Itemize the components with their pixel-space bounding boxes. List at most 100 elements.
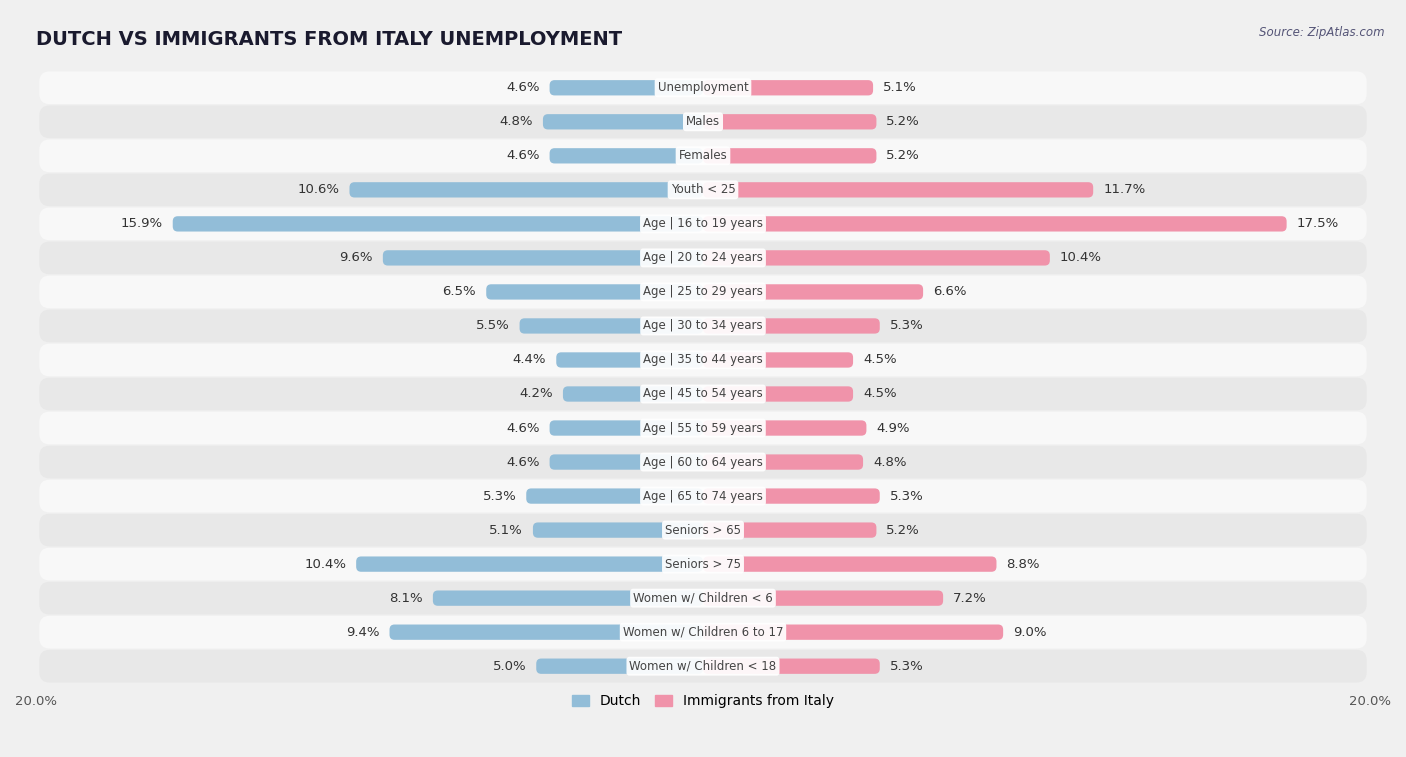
FancyBboxPatch shape — [486, 285, 703, 300]
Text: Age | 25 to 29 years: Age | 25 to 29 years — [643, 285, 763, 298]
FancyBboxPatch shape — [703, 659, 880, 674]
FancyBboxPatch shape — [39, 276, 1367, 308]
FancyBboxPatch shape — [703, 148, 876, 164]
FancyBboxPatch shape — [173, 217, 703, 232]
FancyBboxPatch shape — [703, 80, 873, 95]
FancyBboxPatch shape — [39, 105, 1367, 138]
FancyBboxPatch shape — [703, 182, 1094, 198]
Text: Age | 30 to 34 years: Age | 30 to 34 years — [643, 319, 763, 332]
Legend: Dutch, Immigrants from Italy: Dutch, Immigrants from Italy — [567, 689, 839, 714]
Text: 4.4%: 4.4% — [513, 354, 547, 366]
FancyBboxPatch shape — [703, 625, 1002, 640]
Text: 10.4%: 10.4% — [304, 558, 346, 571]
FancyBboxPatch shape — [703, 114, 876, 129]
Text: 5.2%: 5.2% — [886, 115, 920, 128]
Text: 6.5%: 6.5% — [443, 285, 477, 298]
FancyBboxPatch shape — [550, 454, 703, 469]
FancyBboxPatch shape — [550, 148, 703, 164]
Text: 4.6%: 4.6% — [506, 81, 540, 95]
Text: Women w/ Children < 18: Women w/ Children < 18 — [630, 659, 776, 673]
FancyBboxPatch shape — [39, 173, 1367, 206]
Text: 5.3%: 5.3% — [890, 659, 924, 673]
Text: 5.2%: 5.2% — [886, 149, 920, 162]
Text: 15.9%: 15.9% — [121, 217, 163, 230]
FancyBboxPatch shape — [389, 625, 703, 640]
Text: Age | 45 to 54 years: Age | 45 to 54 years — [643, 388, 763, 400]
FancyBboxPatch shape — [703, 522, 876, 537]
Text: 5.2%: 5.2% — [886, 524, 920, 537]
Text: 9.0%: 9.0% — [1014, 626, 1046, 639]
Text: Seniors > 75: Seniors > 75 — [665, 558, 741, 571]
FancyBboxPatch shape — [39, 514, 1367, 547]
Text: 4.5%: 4.5% — [863, 354, 897, 366]
FancyBboxPatch shape — [703, 251, 1050, 266]
FancyBboxPatch shape — [703, 285, 924, 300]
FancyBboxPatch shape — [703, 488, 880, 503]
Text: 5.5%: 5.5% — [475, 319, 509, 332]
Text: Females: Females — [679, 149, 727, 162]
FancyBboxPatch shape — [39, 616, 1367, 649]
Text: 4.8%: 4.8% — [499, 115, 533, 128]
FancyBboxPatch shape — [703, 318, 880, 334]
FancyBboxPatch shape — [39, 310, 1367, 342]
Text: Source: ZipAtlas.com: Source: ZipAtlas.com — [1260, 26, 1385, 39]
FancyBboxPatch shape — [433, 590, 703, 606]
Text: 5.0%: 5.0% — [492, 659, 526, 673]
FancyBboxPatch shape — [526, 488, 703, 503]
Text: 5.1%: 5.1% — [489, 524, 523, 537]
Text: 10.6%: 10.6% — [298, 183, 339, 196]
Text: Age | 16 to 19 years: Age | 16 to 19 years — [643, 217, 763, 230]
Text: 8.8%: 8.8% — [1007, 558, 1040, 571]
Text: 8.1%: 8.1% — [389, 592, 423, 605]
FancyBboxPatch shape — [382, 251, 703, 266]
FancyBboxPatch shape — [39, 207, 1367, 240]
FancyBboxPatch shape — [39, 378, 1367, 410]
Text: Age | 35 to 44 years: Age | 35 to 44 years — [643, 354, 763, 366]
Text: 4.6%: 4.6% — [506, 456, 540, 469]
Text: Unemployment: Unemployment — [658, 81, 748, 95]
Text: Males: Males — [686, 115, 720, 128]
Text: 4.6%: 4.6% — [506, 422, 540, 435]
Text: 7.2%: 7.2% — [953, 592, 987, 605]
FancyBboxPatch shape — [703, 590, 943, 606]
Text: 4.6%: 4.6% — [506, 149, 540, 162]
FancyBboxPatch shape — [557, 352, 703, 368]
Text: 5.3%: 5.3% — [482, 490, 516, 503]
Text: Age | 65 to 74 years: Age | 65 to 74 years — [643, 490, 763, 503]
Text: Women w/ Children < 6: Women w/ Children < 6 — [633, 592, 773, 605]
Text: 10.4%: 10.4% — [1060, 251, 1102, 264]
Text: Age | 55 to 59 years: Age | 55 to 59 years — [643, 422, 763, 435]
Text: 9.6%: 9.6% — [339, 251, 373, 264]
Text: 4.2%: 4.2% — [519, 388, 553, 400]
FancyBboxPatch shape — [703, 420, 866, 436]
Text: 4.8%: 4.8% — [873, 456, 907, 469]
FancyBboxPatch shape — [703, 352, 853, 368]
FancyBboxPatch shape — [543, 114, 703, 129]
FancyBboxPatch shape — [39, 139, 1367, 172]
FancyBboxPatch shape — [550, 420, 703, 436]
Text: Youth < 25: Youth < 25 — [671, 183, 735, 196]
FancyBboxPatch shape — [39, 548, 1367, 581]
Text: 9.4%: 9.4% — [346, 626, 380, 639]
FancyBboxPatch shape — [39, 412, 1367, 444]
FancyBboxPatch shape — [39, 446, 1367, 478]
FancyBboxPatch shape — [356, 556, 703, 572]
FancyBboxPatch shape — [39, 71, 1367, 104]
FancyBboxPatch shape — [39, 241, 1367, 274]
FancyBboxPatch shape — [536, 659, 703, 674]
FancyBboxPatch shape — [350, 182, 703, 198]
Text: Seniors > 65: Seniors > 65 — [665, 524, 741, 537]
Text: 4.5%: 4.5% — [863, 388, 897, 400]
Text: 4.9%: 4.9% — [876, 422, 910, 435]
FancyBboxPatch shape — [703, 386, 853, 402]
FancyBboxPatch shape — [703, 454, 863, 469]
FancyBboxPatch shape — [39, 344, 1367, 376]
FancyBboxPatch shape — [550, 80, 703, 95]
Text: Women w/ Children 6 to 17: Women w/ Children 6 to 17 — [623, 626, 783, 639]
Text: 5.1%: 5.1% — [883, 81, 917, 95]
FancyBboxPatch shape — [703, 217, 1286, 232]
FancyBboxPatch shape — [562, 386, 703, 402]
Text: 6.6%: 6.6% — [934, 285, 966, 298]
Text: 5.3%: 5.3% — [890, 490, 924, 503]
FancyBboxPatch shape — [703, 556, 997, 572]
